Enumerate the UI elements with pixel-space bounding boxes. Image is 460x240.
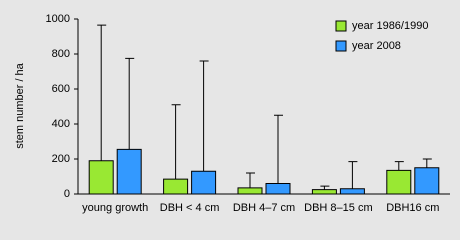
bar [88, 160, 114, 195]
legend-swatch [335, 40, 347, 52]
x-tick-label: DBH 4–7 cm [233, 202, 295, 214]
bar [414, 167, 440, 195]
bar [265, 183, 291, 195]
y-tick-label: 1000 [46, 13, 70, 25]
bar [116, 148, 142, 195]
y-axis-label: stem number / ha [14, 62, 26, 148]
chart: stem number / ha 0 200 400 600 800 1000 young … [13, 12, 450, 214]
bar [339, 188, 365, 195]
x-tick-label: DBH16 cm [386, 202, 439, 214]
y-tick-label: 0 [64, 188, 70, 200]
y-tick-label: 200 [52, 153, 70, 165]
y-tick-label: 800 [52, 48, 70, 60]
y-tick-label: 400 [52, 118, 70, 130]
y-tick-label: 600 [52, 83, 70, 95]
bar [237, 187, 263, 195]
x-tick-label: DBH 8–15 cm [304, 202, 372, 214]
x-tick-label: young growth [82, 202, 148, 214]
legend-label: year 1986/1990 [352, 20, 428, 32]
bar [191, 170, 217, 195]
page: stem number / ha 0 200 400 600 800 1000 young … [13, 12, 450, 214]
bar [311, 189, 337, 195]
legend-label: year 2008 [352, 40, 401, 52]
x-tick-label: DBH < 4 cm [160, 202, 220, 214]
bar [386, 169, 412, 195]
bar [163, 178, 189, 195]
legend-swatch [335, 20, 347, 32]
